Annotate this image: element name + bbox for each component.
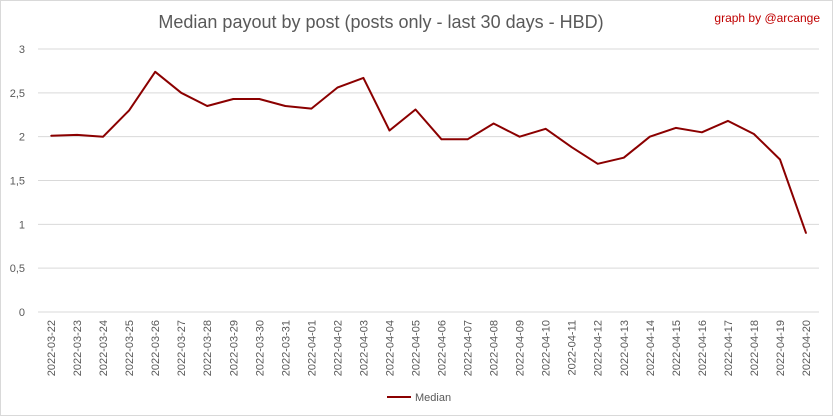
x-tick-label: 2022-04-17	[723, 320, 735, 376]
data-point	[128, 109, 130, 112]
x-tick-label: 2022-04-05	[410, 320, 422, 376]
data-point	[102, 135, 104, 138]
data-point	[596, 163, 599, 165]
x-tick-label: 2022-04-18	[749, 320, 761, 376]
data-point	[362, 77, 365, 79]
data-point	[180, 92, 182, 94]
data-point	[805, 232, 807, 234]
data-point	[727, 120, 729, 122]
x-tick-label: 2022-03-29	[228, 320, 240, 376]
data-point	[50, 134, 52, 137]
data-point	[310, 107, 313, 110]
data-point	[779, 158, 781, 161]
data-point	[440, 138, 443, 141]
x-tick-label: 2022-04-15	[671, 320, 683, 376]
data-point	[518, 135, 521, 138]
x-tick-label: 2022-03-23	[72, 320, 84, 376]
x-tick-label: 2022-03-22	[46, 320, 58, 376]
x-tick-label: 2022-04-04	[384, 320, 396, 376]
x-tick-label: 2022-04-02	[332, 320, 344, 376]
series-line-median	[50, 70, 807, 234]
data-point	[648, 135, 651, 138]
data-point	[675, 127, 677, 129]
x-tick-label: 2022-04-09	[515, 320, 527, 376]
legend-label: Median	[415, 392, 451, 404]
x-tick-label: 2022-04-13	[619, 320, 631, 376]
x-tick-label: 2022-03-25	[124, 320, 136, 376]
x-tick-label: 2022-04-03	[358, 320, 370, 376]
x-tick-label: 2022-04-07	[463, 320, 475, 376]
data-point	[544, 127, 547, 130]
x-tick-label: 2022-04-10	[541, 320, 553, 376]
y-tick-label: 1,5	[10, 176, 25, 188]
x-tick-label: 2022-04-01	[306, 320, 318, 376]
chart-title: Median payout by post (posts only - last…	[158, 12, 604, 32]
x-tick-label: 2022-04-12	[593, 320, 605, 376]
data-point	[388, 129, 391, 132]
data-point	[492, 122, 495, 125]
y-tick-label: 2	[19, 132, 25, 144]
data-point	[414, 108, 417, 111]
data-point	[76, 134, 78, 136]
data-point	[753, 133, 755, 135]
data-point	[258, 98, 261, 100]
x-tick-label: 2022-04-20	[801, 320, 813, 376]
data-point	[336, 86, 339, 89]
data-point	[701, 131, 703, 134]
x-tick-label: 2022-03-28	[202, 320, 214, 376]
credit-label: graph by @arcange	[714, 11, 820, 25]
x-tick-label: 2022-04-06	[437, 320, 449, 376]
x-tick-label: 2022-04-16	[697, 320, 709, 376]
y-tick-label: 2,5	[10, 88, 25, 100]
data-point	[154, 70, 156, 73]
x-tick-label: 2022-03-31	[280, 320, 292, 376]
x-tick-label: 2022-04-11	[567, 320, 579, 375]
data-point	[284, 105, 287, 107]
x-tick-label: 2022-03-26	[150, 320, 162, 376]
y-tick-label: 0,5	[10, 263, 25, 275]
x-tick-label: 2022-03-27	[176, 320, 188, 376]
data-point	[232, 98, 235, 100]
y-tick-label: 3	[19, 44, 25, 56]
data-point	[466, 138, 469, 141]
data-point	[570, 146, 573, 148]
x-tick-label: 2022-03-30	[254, 320, 266, 376]
x-tick-label: 2022-04-14	[645, 320, 657, 376]
y-tick-label: 0	[19, 307, 25, 319]
y-tick-label: 1	[19, 219, 25, 231]
x-tick-label: 2022-04-08	[489, 320, 501, 376]
data-point	[206, 105, 209, 107]
x-tick-label: 2022-04-19	[775, 320, 787, 376]
data-point	[622, 156, 625, 159]
x-tick-label: 2022-03-24	[98, 320, 110, 376]
